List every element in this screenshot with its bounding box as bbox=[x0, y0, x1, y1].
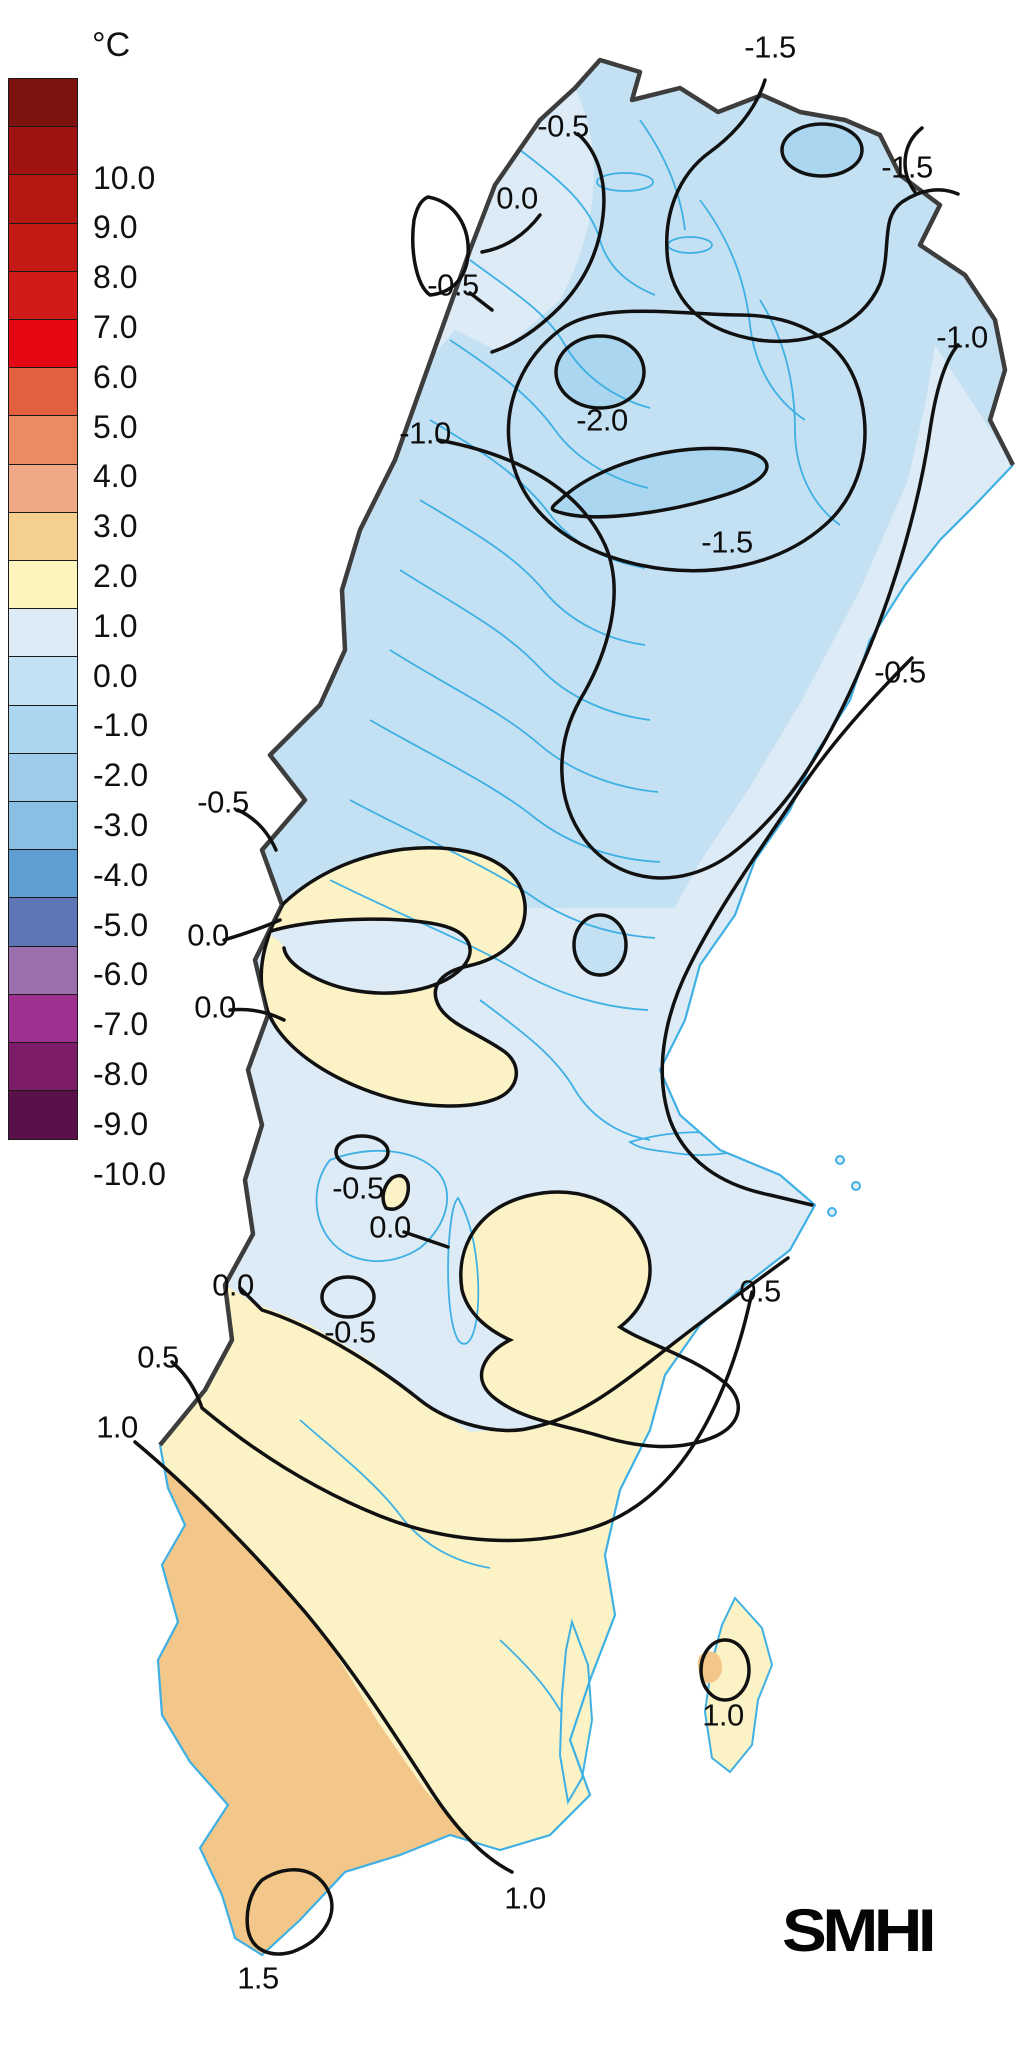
contour-label: -2.0 bbox=[576, 402, 628, 438]
legend-tick-label: 0.0 bbox=[93, 657, 138, 694]
legend-tick-label: 6.0 bbox=[93, 358, 138, 395]
legend-unit-label: °C bbox=[92, 26, 131, 64]
legend-box bbox=[8, 656, 78, 707]
legend-box bbox=[8, 319, 78, 369]
contour-label: -1.0 bbox=[399, 415, 451, 451]
contour-label: 0.0 bbox=[187, 917, 229, 953]
legend-tick-label: 8.0 bbox=[93, 259, 138, 296]
legend-tick-label: 9.0 bbox=[93, 209, 138, 246]
legend-tick-label: -2.0 bbox=[93, 757, 149, 794]
contour-label: -0.5 bbox=[332, 1170, 384, 1206]
legend-box bbox=[8, 849, 78, 900]
legend-box bbox=[8, 463, 78, 514]
legend-box bbox=[8, 560, 78, 610]
legend-box bbox=[8, 222, 78, 273]
contour-label: -0.5 bbox=[324, 1314, 376, 1350]
legend-tick-label: 7.0 bbox=[93, 309, 138, 345]
contour-label: 1.0 bbox=[504, 1880, 546, 1916]
legend-tick-label: -8.0 bbox=[93, 1056, 149, 1092]
contour-label: 0.0 bbox=[496, 180, 538, 216]
legend-tick-label: -7.0 bbox=[93, 1006, 149, 1043]
legend-tick-label: 2.0 bbox=[93, 558, 138, 594]
contour-label: -1.0 bbox=[936, 319, 988, 355]
legend-box bbox=[8, 993, 78, 1044]
legend-tick-label: 1.0 bbox=[93, 607, 138, 644]
legend-box bbox=[8, 945, 78, 996]
legend-tick-label: -3.0 bbox=[93, 807, 149, 843]
contour-label: 0.5 bbox=[137, 1339, 179, 1375]
legend-box bbox=[8, 270, 78, 321]
legend-box bbox=[8, 752, 78, 803]
contour-label: 0.0 bbox=[212, 1267, 254, 1303]
contour-label: 0.0 bbox=[194, 989, 236, 1025]
legend-box bbox=[8, 1042, 78, 1092]
legend-box bbox=[8, 704, 78, 755]
legend-box bbox=[8, 126, 78, 176]
contour-label: 0.0 bbox=[369, 1209, 411, 1245]
legend-tick-label: 5.0 bbox=[93, 408, 138, 445]
coastline bbox=[156, 464, 1014, 1957]
legend-color-scale bbox=[8, 78, 78, 1141]
legend-tick-label: -10.0 bbox=[93, 1155, 166, 1192]
contour-label: 1.0 bbox=[702, 1697, 744, 1733]
legend-box bbox=[8, 78, 78, 128]
contour-label: -0.5 bbox=[874, 654, 926, 690]
contour-lines bbox=[133, 78, 960, 1956]
legend-tick-label: -4.0 bbox=[93, 856, 149, 893]
legend-tick-label: -9.0 bbox=[93, 1105, 149, 1142]
gotland-island bbox=[703, 1596, 774, 1774]
legend-tick-label: -1.0 bbox=[93, 707, 149, 744]
legend-box bbox=[8, 801, 78, 851]
legend-box bbox=[8, 608, 78, 659]
legend-tick-label: 10.0 bbox=[93, 159, 156, 196]
contour-label: 0.5 bbox=[739, 1273, 781, 1309]
legend-tick-label: -5.0 bbox=[93, 906, 149, 943]
contour-label: -0.5 bbox=[197, 784, 249, 820]
legend-box bbox=[8, 1090, 78, 1141]
legend-box bbox=[8, 415, 78, 466]
contour-label: 1.5 bbox=[237, 1960, 279, 1996]
legend-box bbox=[8, 897, 78, 948]
temperature-bands bbox=[158, 60, 1013, 1955]
contour-label: 1.0 bbox=[96, 1409, 138, 1445]
contour-label: -0.5 bbox=[537, 108, 589, 144]
contour-label: -1.5 bbox=[881, 149, 933, 185]
contour-label: -0.5 bbox=[427, 267, 479, 303]
legend-tick-label: 4.0 bbox=[93, 458, 138, 495]
contour-label: -1.5 bbox=[701, 524, 753, 560]
legend-tick-label: -6.0 bbox=[93, 956, 149, 993]
legend-tick-label: 3.0 bbox=[93, 508, 138, 545]
legend-box bbox=[8, 367, 78, 418]
legend-box bbox=[8, 511, 78, 562]
legend-box bbox=[8, 174, 78, 225]
smhi-logo: SMHI bbox=[782, 1897, 937, 1964]
contour-label: -1.5 bbox=[744, 29, 796, 65]
